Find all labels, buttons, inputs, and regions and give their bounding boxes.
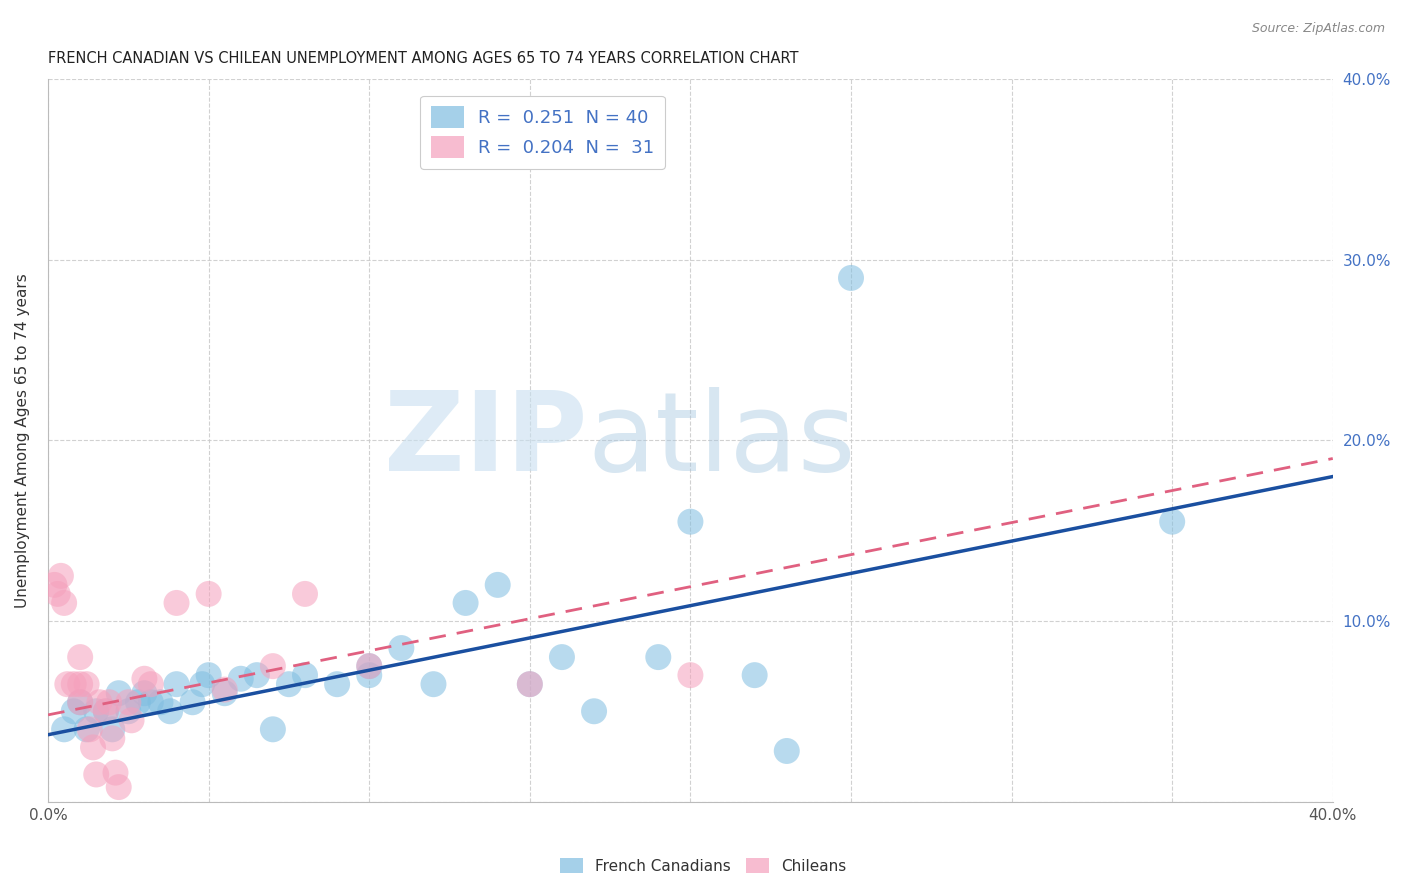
Point bbox=[294, 668, 316, 682]
Point bbox=[149, 695, 172, 709]
Point bbox=[294, 587, 316, 601]
Point bbox=[62, 677, 84, 691]
Point bbox=[744, 668, 766, 682]
Point bbox=[139, 677, 162, 691]
Point bbox=[134, 672, 156, 686]
Point bbox=[94, 704, 117, 718]
Point bbox=[56, 677, 79, 691]
Point bbox=[679, 515, 702, 529]
Point bbox=[53, 723, 76, 737]
Point bbox=[94, 704, 117, 718]
Point bbox=[191, 677, 214, 691]
Point bbox=[166, 677, 188, 691]
Point bbox=[139, 695, 162, 709]
Point bbox=[117, 695, 139, 709]
Point bbox=[262, 659, 284, 673]
Point bbox=[49, 569, 72, 583]
Point bbox=[44, 578, 66, 592]
Point bbox=[127, 695, 149, 709]
Point bbox=[166, 596, 188, 610]
Point bbox=[583, 704, 606, 718]
Point bbox=[89, 695, 111, 709]
Point bbox=[82, 740, 104, 755]
Text: Source: ZipAtlas.com: Source: ZipAtlas.com bbox=[1251, 22, 1385, 36]
Text: FRENCH CANADIAN VS CHILEAN UNEMPLOYMENT AMONG AGES 65 TO 74 YEARS CORRELATION CH: FRENCH CANADIAN VS CHILEAN UNEMPLOYMENT … bbox=[48, 51, 799, 66]
Point bbox=[104, 765, 127, 780]
Point bbox=[214, 682, 236, 697]
Point bbox=[159, 704, 181, 718]
Legend: French Canadians, Chileans: French Canadians, Chileans bbox=[554, 852, 852, 880]
Point bbox=[679, 668, 702, 682]
Point bbox=[121, 713, 143, 727]
Point bbox=[1161, 515, 1184, 529]
Point bbox=[551, 650, 574, 665]
Point bbox=[101, 731, 124, 746]
Point bbox=[246, 668, 269, 682]
Point bbox=[79, 723, 101, 737]
Point bbox=[454, 596, 477, 610]
Point bbox=[519, 677, 541, 691]
Point bbox=[62, 704, 84, 718]
Point bbox=[326, 677, 349, 691]
Point bbox=[181, 695, 204, 709]
Point bbox=[359, 668, 381, 682]
Point bbox=[84, 767, 107, 781]
Point bbox=[359, 659, 381, 673]
Point bbox=[519, 677, 541, 691]
Point bbox=[76, 723, 98, 737]
Point bbox=[101, 723, 124, 737]
Point bbox=[69, 677, 91, 691]
Point bbox=[839, 271, 862, 285]
Point bbox=[117, 704, 139, 718]
Y-axis label: Unemployment Among Ages 65 to 74 years: Unemployment Among Ages 65 to 74 years bbox=[15, 273, 30, 607]
Point bbox=[69, 650, 91, 665]
Point bbox=[278, 677, 301, 691]
Point bbox=[359, 659, 381, 673]
Point bbox=[134, 686, 156, 700]
Point bbox=[389, 641, 412, 656]
Point bbox=[69, 695, 91, 709]
Point bbox=[486, 578, 509, 592]
Point bbox=[214, 686, 236, 700]
Point bbox=[98, 695, 121, 709]
Point bbox=[69, 695, 91, 709]
Point bbox=[197, 587, 219, 601]
Point bbox=[107, 780, 129, 794]
Point bbox=[422, 677, 444, 691]
Point bbox=[229, 672, 252, 686]
Point bbox=[107, 686, 129, 700]
Point bbox=[46, 587, 69, 601]
Point bbox=[647, 650, 669, 665]
Point bbox=[262, 723, 284, 737]
Point bbox=[776, 744, 799, 758]
Point bbox=[84, 704, 107, 718]
Point bbox=[197, 668, 219, 682]
Text: ZIP: ZIP bbox=[384, 387, 588, 494]
Point bbox=[53, 596, 76, 610]
Point bbox=[76, 677, 98, 691]
Text: atlas: atlas bbox=[588, 387, 856, 494]
Legend: R =  0.251  N = 40, R =  0.204  N =  31: R = 0.251 N = 40, R = 0.204 N = 31 bbox=[420, 95, 665, 169]
